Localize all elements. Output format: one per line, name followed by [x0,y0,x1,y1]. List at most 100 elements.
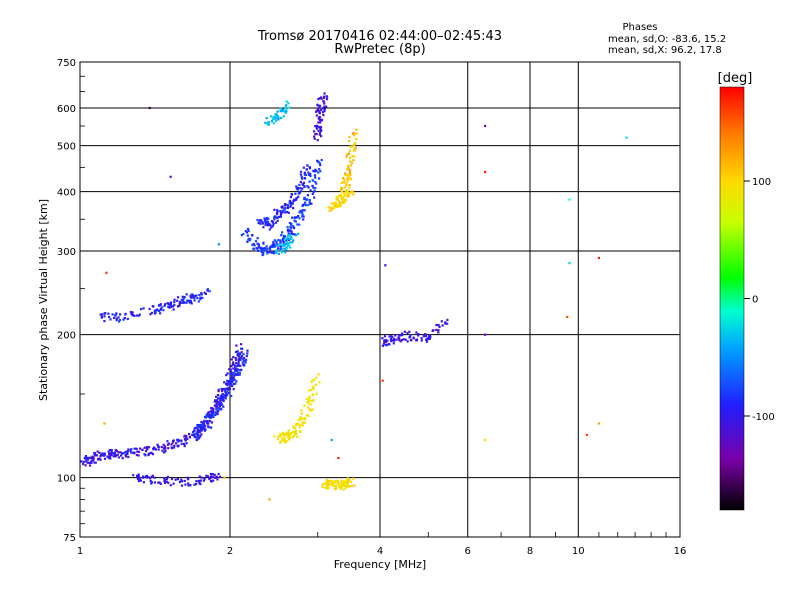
echo-point [285,246,288,249]
echo-point [172,308,175,311]
echo-point [298,183,301,186]
echo-point [212,479,215,482]
echo-point [280,234,283,237]
x-tick-label: 1 [77,546,83,557]
echo-point [194,432,197,435]
echo-point [199,483,202,486]
echo-point [135,453,138,457]
echo-point [207,411,210,414]
echo-point [184,483,187,486]
echo-point [279,215,282,218]
echo-point [381,337,384,340]
echo-point [210,480,213,483]
echo-point [417,334,420,337]
echo-point [585,433,588,436]
echo-point [328,210,331,213]
echo-point [339,484,342,487]
echo-point [308,166,311,169]
echo-point [157,304,161,307]
echo-point [429,336,432,339]
echo-point [312,190,315,193]
echo-point [147,452,150,455]
echo-point [325,483,328,486]
echo-point [259,249,262,252]
echo-point [229,368,232,371]
echo-point [339,196,343,199]
echo-point [98,457,101,461]
echo-point [203,424,206,427]
echo-point [272,252,275,255]
echo-point [135,314,138,317]
echo-point [149,479,152,482]
echo-point [307,415,310,418]
x-axis-ticks: 1 2 4 6 8 10 16 [77,532,686,557]
echo-point [173,444,176,447]
echo-point [193,435,196,438]
echo-point [270,115,273,118]
echo-point [287,232,290,235]
echo-point [209,476,212,479]
echo-point [230,384,233,387]
echo-point [164,450,167,453]
echo-point [340,479,343,482]
echo-point [336,479,339,483]
y-tick-label: 750 [57,58,76,69]
echo-point [287,106,291,109]
echo-point [178,480,181,483]
echo-point [109,457,112,460]
echo-point [186,299,189,302]
echo-point [287,429,290,432]
echo-point [334,479,337,482]
echo-point [247,238,250,241]
echo-point [180,484,184,487]
echo-point [273,244,276,247]
echo-point [140,308,143,311]
echo-point [263,219,266,222]
echo-point [324,486,327,489]
echo-point [392,337,395,340]
echo-point [221,397,224,400]
echo-point [150,475,153,478]
echo-point [84,456,87,459]
echo-point [262,226,265,229]
echo-point [222,405,225,408]
echo-point [279,210,282,213]
echo-point [90,461,93,464]
echo-point [277,252,280,255]
echo-point [281,439,284,442]
echo-point [243,364,246,367]
echo-point [444,321,447,324]
echo-point [159,309,162,312]
echo-point [320,129,323,132]
echo-point [320,108,323,112]
echo-point [292,233,295,236]
echo-point [230,370,233,373]
echo-point [247,228,250,231]
y-tick-label: 600 [57,104,76,115]
echo-point [342,484,345,487]
echo-point [307,171,310,174]
echo-point [237,364,240,367]
echo-point [172,446,176,449]
echo-point [191,295,194,298]
echo-point [339,202,342,205]
echo-point [307,173,311,176]
echo-point [94,461,97,464]
echo-point [138,477,141,480]
echo-point [284,106,288,109]
echo-point [285,241,288,244]
echo-point [301,213,304,216]
echo-point [181,295,184,298]
echo-point [286,225,289,229]
echo-point [353,155,356,158]
echo-point [183,296,186,299]
echo-point [94,454,97,457]
echo-point [230,358,233,361]
echo-point [384,344,387,347]
echo-point [148,106,151,110]
echo-point [387,343,390,346]
echo-point [298,426,301,429]
echo-point [281,205,284,208]
echo-point [217,388,220,391]
echo-point [330,438,333,442]
